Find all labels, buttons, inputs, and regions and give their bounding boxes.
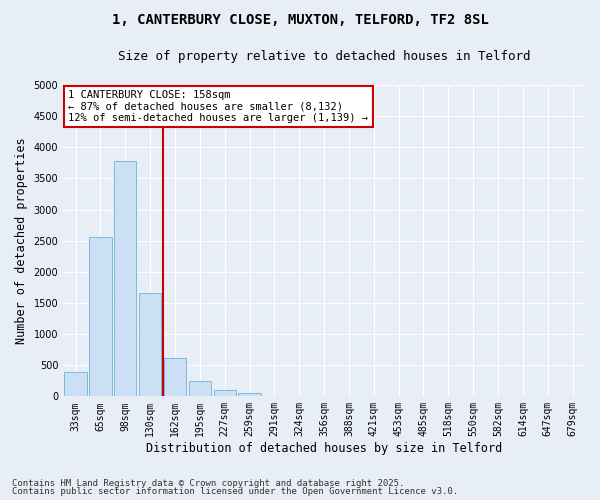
Title: Size of property relative to detached houses in Telford: Size of property relative to detached ho… [118, 50, 530, 63]
Bar [64, 372, 87, 396]
Text: Contains HM Land Registry data © Crown copyright and database right 2025.: Contains HM Land Registry data © Crown c… [12, 478, 404, 488]
X-axis label: Distribution of detached houses by size in Telford: Distribution of detached houses by size … [146, 442, 502, 455]
Bar [214, 390, 236, 396]
Text: 1, CANTERBURY CLOSE, MUXTON, TELFORD, TF2 8SL: 1, CANTERBURY CLOSE, MUXTON, TELFORD, TF… [112, 12, 488, 26]
Bar [188, 382, 211, 396]
Bar [164, 358, 186, 397]
Y-axis label: Number of detached properties: Number of detached properties [15, 138, 28, 344]
Text: Contains public sector information licensed under the Open Government Licence v3: Contains public sector information licen… [12, 487, 458, 496]
Text: 1 CANTERBURY CLOSE: 158sqm
← 87% of detached houses are smaller (8,132)
12% of s: 1 CANTERBURY CLOSE: 158sqm ← 87% of deta… [68, 90, 368, 123]
Bar [114, 161, 136, 396]
Bar [238, 392, 261, 396]
Bar [89, 237, 112, 396]
Bar [139, 293, 161, 397]
